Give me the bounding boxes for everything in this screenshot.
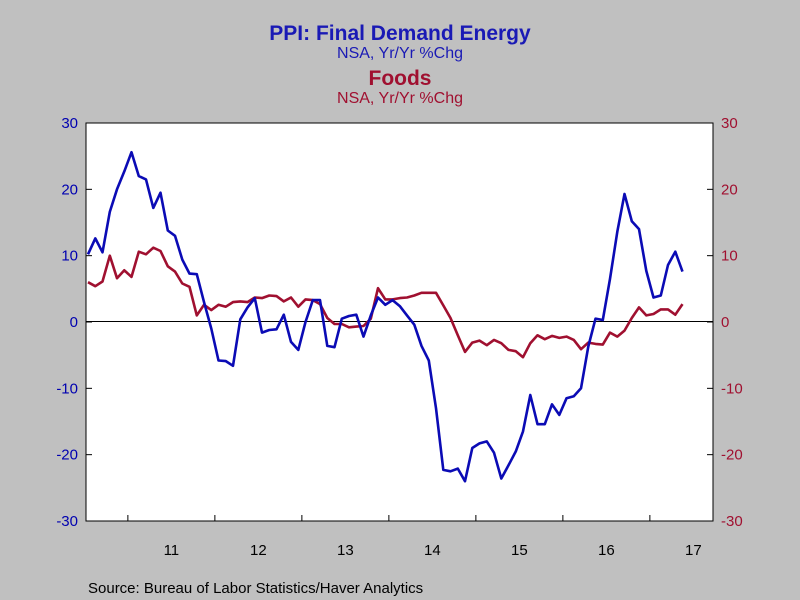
right-tick-label: -20 bbox=[721, 447, 743, 464]
right-tick-label: 20 bbox=[721, 181, 738, 198]
x-tick-label: 11 bbox=[164, 542, 180, 559]
left-tick-label: -20 bbox=[56, 447, 78, 464]
chart-subtitle-2: NSA, Yr/Yr %Chg bbox=[337, 90, 463, 107]
left-tick-label: -30 bbox=[56, 513, 78, 530]
left-tick-label: -10 bbox=[56, 380, 78, 397]
left-tick-label: 0 bbox=[70, 314, 78, 331]
right-tick-label: 10 bbox=[721, 248, 738, 265]
series-layer bbox=[86, 150, 684, 483]
chart-title: PPI: Final Demand Energy bbox=[269, 22, 531, 45]
left-tick-label: 10 bbox=[61, 248, 78, 265]
right-tick-label: -30 bbox=[721, 513, 743, 530]
left-tick-label: 30 bbox=[61, 115, 78, 132]
chart-title-2: Foods bbox=[369, 67, 432, 90]
right-tick-label: 0 bbox=[721, 314, 729, 331]
x-tick-label: 17 bbox=[685, 542, 702, 559]
x-tick-label: 13 bbox=[337, 542, 354, 559]
series-line-energy bbox=[86, 150, 684, 483]
right-tick-label: 30 bbox=[721, 115, 738, 132]
x-tick-label: 14 bbox=[424, 542, 441, 559]
x-tick-label: 16 bbox=[598, 542, 615, 559]
right-axis: 30 20 10 0 -10 -20 -30 bbox=[707, 115, 743, 530]
x-tick-label: 15 bbox=[511, 542, 528, 559]
left-tick-label: 20 bbox=[61, 181, 78, 198]
series-line-foods bbox=[87, 246, 684, 359]
source-note: Source: Bureau of Labor Statistics/Haver… bbox=[88, 580, 423, 597]
right-tick-label: -10 bbox=[721, 380, 743, 397]
x-axis: 11 12 13 14 15 16 17 bbox=[127, 515, 702, 559]
left-axis: 30 20 10 0 -10 -20 -30 bbox=[56, 115, 92, 530]
chart-subtitle: NSA, Yr/Yr %Chg bbox=[337, 45, 463, 62]
x-tick-label: 12 bbox=[250, 542, 267, 559]
